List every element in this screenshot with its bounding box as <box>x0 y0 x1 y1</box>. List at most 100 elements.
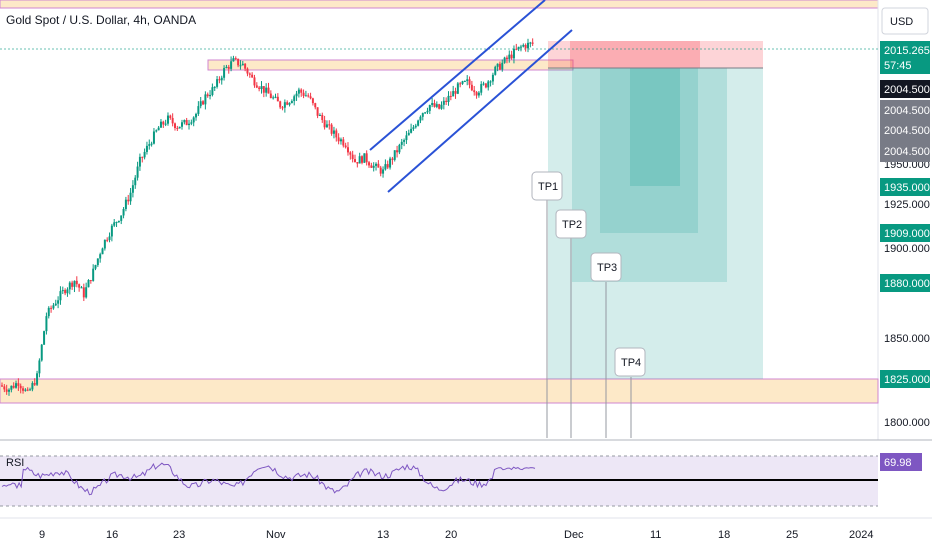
candle-body <box>188 123 191 126</box>
tp2-label[interactable]: TP2 <box>555 209 587 239</box>
candle-body <box>529 42 532 44</box>
candle-body <box>94 265 97 269</box>
stop-zone-inner <box>570 41 700 68</box>
candle-body <box>330 124 333 134</box>
candle-body <box>117 220 120 222</box>
candle-body <box>230 61 233 69</box>
candle-body <box>386 164 389 168</box>
candle-body <box>195 113 198 118</box>
candle-body <box>197 106 200 114</box>
candle-body <box>391 158 394 160</box>
candle-body <box>426 110 429 113</box>
candle-body <box>202 101 205 105</box>
candle-body <box>131 185 134 193</box>
tp1-label[interactable]: TP1 <box>531 171 563 201</box>
candle-body <box>435 104 438 107</box>
candle-body <box>29 389 32 391</box>
candle-body <box>318 114 321 116</box>
candle-body <box>323 120 326 128</box>
candle-body <box>82 287 85 298</box>
candle-body <box>405 135 408 141</box>
candle-body <box>145 145 148 152</box>
candle-body <box>438 104 441 109</box>
rsi-label: RSI <box>6 457 24 469</box>
x-tick: 2024 <box>849 529 873 541</box>
candle-body <box>473 90 476 93</box>
svg-text:2004.500: 2004.500 <box>884 105 930 117</box>
candle-body <box>110 225 113 237</box>
candle-body <box>307 95 310 97</box>
candle-body <box>368 162 371 166</box>
x-axis: 9 16 23 Nov 13 20 Dec 11 18 25 2024 <box>39 529 873 541</box>
candle-body <box>59 291 62 301</box>
candle-body <box>43 331 46 345</box>
candle-body <box>68 282 71 290</box>
svg-text:2004.500: 2004.500 <box>884 125 930 137</box>
candle-body <box>524 44 527 49</box>
candle-body <box>484 83 487 88</box>
y-tick: 1925.000 <box>884 199 930 211</box>
candle-body <box>183 120 186 123</box>
candle-body <box>382 169 385 174</box>
candle-body <box>122 209 125 216</box>
candle-body <box>353 159 356 163</box>
candle-body <box>96 258 99 266</box>
candle-body <box>17 383 20 386</box>
candle-body <box>314 103 317 108</box>
svg-text:1935.000: 1935.000 <box>884 182 930 194</box>
candle-body <box>54 303 57 306</box>
last-price-tag: 2015.265 57:45 <box>880 41 930 74</box>
tp3-label[interactable]: TP3 <box>590 252 622 282</box>
candle-body <box>108 236 111 240</box>
tp4-tag: 1825.000 <box>880 370 930 388</box>
candle-body <box>36 373 39 385</box>
candle-body <box>454 91 457 94</box>
candle-body <box>253 77 256 86</box>
x-tick: 11 <box>650 529 661 541</box>
candle-body <box>241 63 244 66</box>
candle-body <box>115 221 118 223</box>
stop-zone <box>548 41 763 68</box>
candle-body <box>190 122 193 124</box>
candle-body <box>162 121 165 125</box>
candle-body <box>272 97 275 99</box>
y-tick: 1850.000 <box>884 333 930 345</box>
rsi-line <box>1 462 536 496</box>
candle-body <box>80 287 83 289</box>
candle-body <box>283 102 286 108</box>
candle-body <box>452 91 455 97</box>
candle-body <box>220 77 223 81</box>
candle-body <box>400 141 403 145</box>
currency-button[interactable] <box>881 7 929 35</box>
x-tick: 16 <box>106 529 118 541</box>
candle-body <box>148 144 151 146</box>
candle-body <box>496 63 499 67</box>
candle-body <box>227 66 230 69</box>
candle-body <box>216 79 219 87</box>
candle-body <box>508 54 511 60</box>
candle-body <box>505 57 508 60</box>
candle-body <box>363 153 366 163</box>
candle-body <box>246 68 249 74</box>
candle-body <box>332 130 335 134</box>
candle-body <box>370 165 373 168</box>
candle-body <box>138 156 141 167</box>
candle-body <box>258 87 261 90</box>
candle-body <box>255 85 258 88</box>
candle-body <box>78 284 81 288</box>
tp4-label[interactable]: TP4 <box>614 347 646 377</box>
candle-body <box>19 385 22 389</box>
candle-body <box>164 123 167 125</box>
candle-body <box>517 46 520 50</box>
candle-body <box>459 83 462 85</box>
candle-body <box>431 103 434 106</box>
y-tick: 1900.000 <box>884 243 930 255</box>
candle-body <box>101 248 104 255</box>
candle-body <box>192 117 195 123</box>
candle-body <box>346 147 349 153</box>
x-tick: Nov <box>266 529 286 541</box>
candle-body <box>45 316 48 332</box>
svg-text:1909.000: 1909.000 <box>884 228 930 240</box>
candle-body <box>468 79 471 85</box>
